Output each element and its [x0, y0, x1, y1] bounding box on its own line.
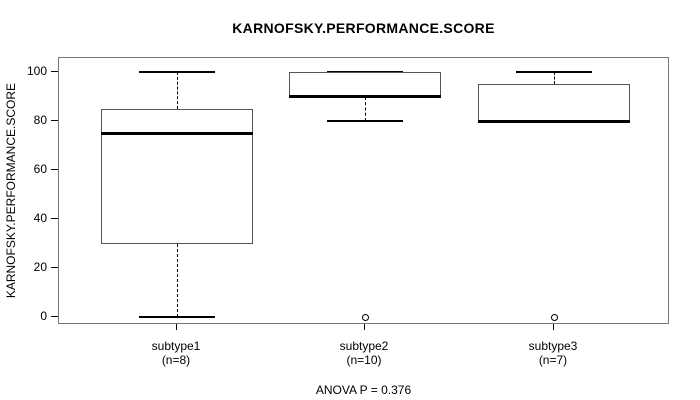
boxplot-box	[101, 108, 253, 244]
group-label: subtype2 (n=10)	[294, 339, 434, 367]
group-label: subtype3 (n=7)	[483, 339, 623, 367]
group-label: subtype1 (n=8)	[106, 339, 246, 367]
x-tick	[176, 324, 177, 330]
median-line	[289, 95, 441, 98]
group-name: subtype1	[151, 339, 201, 353]
y-tick	[51, 218, 58, 219]
y-tick-label: 80	[33, 113, 47, 127]
upper-whisker-line	[554, 72, 555, 85]
lower-whisker-line	[177, 243, 178, 317]
upper-whisker-cap	[516, 71, 592, 73]
boxplot-box	[478, 84, 630, 121]
lower-whisker-line	[365, 96, 366, 121]
y-tick	[51, 316, 58, 317]
outlier-point	[550, 313, 558, 321]
y-tick	[51, 71, 58, 72]
median-line	[101, 131, 253, 135]
boxplot-box	[289, 72, 441, 97]
y-tick-label: 100	[26, 64, 47, 78]
group-n: (n=7)	[538, 352, 568, 367]
x-tick	[364, 324, 365, 330]
y-tick-label: 0	[40, 309, 47, 323]
y-tick-label: 40	[33, 211, 47, 225]
chart-title: KARNOFSKY.PERFORMANCE.SCORE	[232, 20, 495, 36]
lower-whisker-cap	[327, 120, 403, 122]
upper-whisker-cap	[139, 71, 215, 73]
lower-whisker-cap	[139, 316, 215, 318]
group-n: (n=10)	[346, 352, 382, 367]
median-line	[478, 119, 630, 123]
x-tick	[553, 324, 554, 330]
group-name: subtype2	[339, 339, 389, 353]
group-n: (n=8)	[161, 352, 191, 367]
anova-p-value: ANOVA P = 0.376	[315, 383, 412, 397]
y-tick-label: 20	[33, 260, 47, 274]
group-name: subtype3	[528, 339, 578, 353]
outlier-point	[361, 313, 369, 321]
y-axis-label: KARNOFSKY.PERFORMANCE.SCORE	[3, 57, 19, 324]
plot-area	[58, 57, 669, 324]
y-tick-label: 60	[33, 162, 47, 176]
upper-whisker-line	[177, 72, 178, 109]
y-tick	[51, 169, 58, 170]
y-tick	[51, 120, 58, 121]
y-tick	[51, 267, 58, 268]
